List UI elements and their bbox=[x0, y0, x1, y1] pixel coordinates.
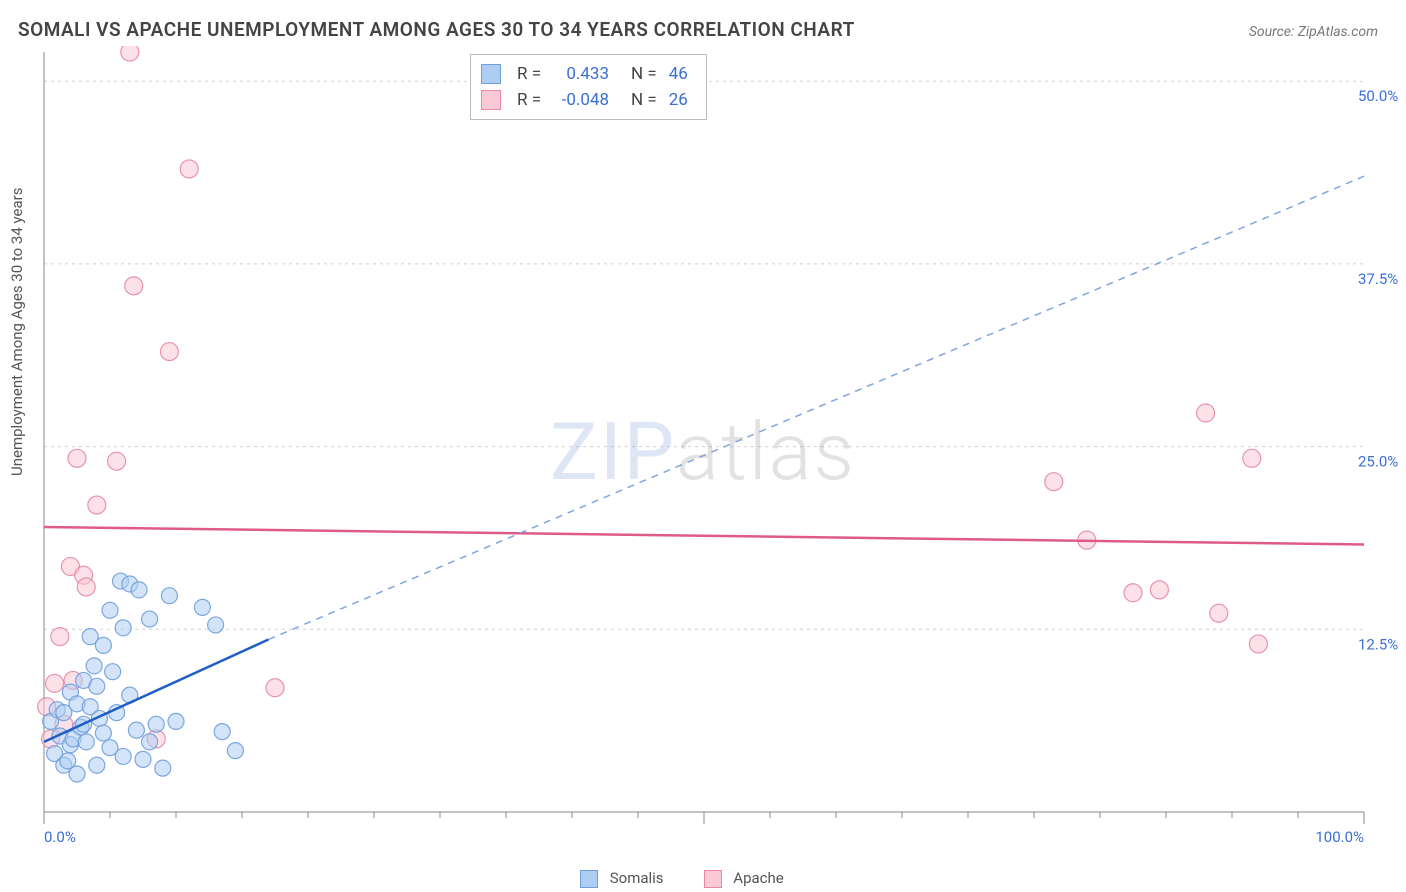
swatch-icon bbox=[580, 870, 598, 888]
r-value-somalis: 0.433 bbox=[549, 61, 609, 87]
swatch-icon bbox=[481, 90, 501, 110]
chart-title: SOMALI VS APACHE UNEMPLOYMENT AMONG AGES… bbox=[18, 18, 855, 41]
y-axis-label: Unemployment Among Ages 30 to 34 years bbox=[8, 188, 26, 476]
swatch-icon bbox=[481, 64, 501, 84]
n-value-somalis: 46 bbox=[669, 61, 688, 87]
source-label: Source: ZipAtlas.com bbox=[1249, 24, 1378, 40]
svg-text:25.0%: 25.0% bbox=[1358, 453, 1398, 471]
svg-text:0.0%: 0.0% bbox=[44, 828, 76, 846]
svg-text:37.5%: 37.5% bbox=[1358, 270, 1398, 288]
svg-text:50.0%: 50.0% bbox=[1358, 87, 1398, 105]
legend-item-apache: Apache bbox=[704, 869, 784, 888]
legend-item-somalis: Somalis bbox=[580, 869, 664, 888]
stats-row-somalis: R = 0.433 N = 46 bbox=[481, 61, 688, 87]
stats-row-apache: R = -0.048 N = 26 bbox=[481, 87, 688, 113]
scatter-chart: 12.5% 25.0% 37.5% 50.0% 0.0% 100.0% bbox=[0, 46, 1406, 856]
legend-label: Apache bbox=[733, 869, 783, 887]
svg-text:12.5%: 12.5% bbox=[1358, 635, 1398, 653]
n-value-apache: 26 bbox=[669, 87, 688, 113]
swatch-icon bbox=[704, 870, 722, 888]
legend-label: Somalis bbox=[610, 869, 664, 887]
chart-area: Unemployment Among Ages 30 to 34 years 1… bbox=[0, 46, 1406, 892]
svg-text:100.0%: 100.0% bbox=[1315, 828, 1364, 846]
r-value-apache: -0.048 bbox=[549, 87, 609, 113]
correlation-stats-box: R = 0.433 N = 46 R = -0.048 N = 26 bbox=[470, 54, 707, 120]
legend-bottom: Somalis Apache bbox=[580, 869, 784, 888]
